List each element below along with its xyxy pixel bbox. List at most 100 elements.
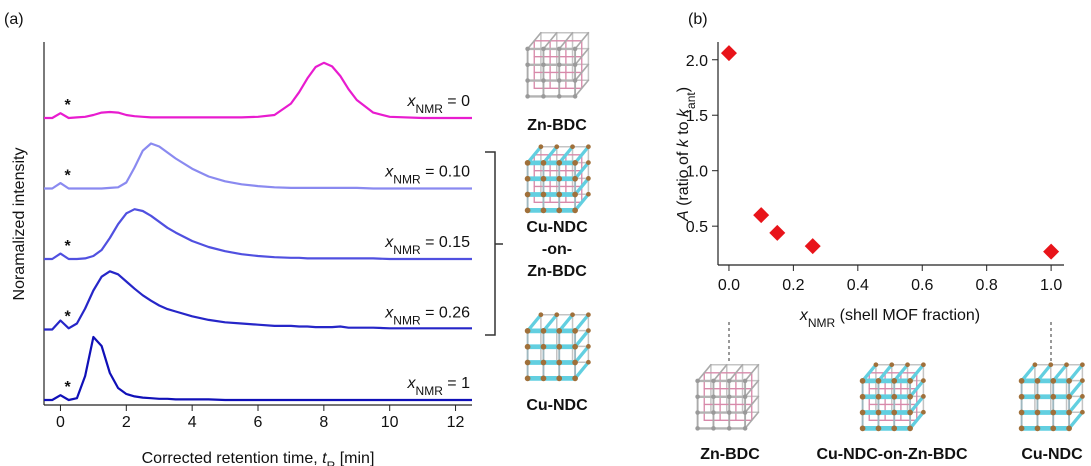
metal-node — [539, 144, 544, 149]
metal-node — [525, 160, 531, 166]
series-label: xNMR = 0.15 — [384, 234, 470, 257]
metal-node — [539, 312, 544, 317]
lattice-bond — [543, 315, 556, 331]
metal-node — [1019, 394, 1025, 400]
metal-node — [586, 360, 591, 365]
text-part: = 0.26 — [421, 305, 470, 322]
metal-node — [907, 410, 913, 416]
metal-node — [541, 192, 547, 198]
metal-node — [711, 426, 716, 431]
x-tick-label: 0.4 — [847, 277, 869, 294]
metal-node — [1066, 410, 1072, 416]
metal-node — [1050, 378, 1056, 384]
metal-node — [541, 94, 546, 99]
structure-label: Zn-BDC — [527, 117, 587, 134]
text-part: A — [675, 210, 692, 222]
x-tick-label: 2 — [122, 414, 131, 431]
metal-node — [743, 426, 748, 431]
metal-node — [1050, 426, 1056, 432]
metal-node — [695, 379, 700, 384]
metal-node — [711, 410, 716, 415]
x-tick-label: 0.0 — [718, 277, 740, 294]
metal-node — [1019, 378, 1025, 384]
metal-node — [557, 62, 562, 67]
x-axis-title: xNMR (shell MOF fraction) — [799, 307, 980, 330]
metal-node — [525, 208, 531, 214]
text-part: Corrected retention time, — [142, 450, 323, 466]
metal-node — [711, 379, 716, 384]
metal-node — [907, 378, 913, 384]
lattice-bond — [1069, 381, 1082, 397]
mof-structure — [1019, 362, 1085, 431]
metal-node — [695, 410, 700, 415]
metal-node — [525, 47, 530, 52]
metal-node — [572, 192, 578, 198]
metal-node — [556, 208, 562, 214]
data-point — [769, 225, 785, 241]
lattice-bond — [575, 315, 588, 331]
x-tick-label: 0 — [56, 414, 65, 431]
data-point — [1043, 244, 1059, 260]
peak-annotation: * — [64, 309, 71, 326]
metal-node — [541, 47, 546, 52]
lattice-bond — [559, 315, 572, 331]
x-tick-label: 6 — [254, 414, 263, 431]
metal-node — [891, 378, 897, 384]
metal-node — [573, 78, 578, 83]
structure-label: Zn-BDC — [527, 263, 587, 280]
metal-node — [921, 378, 926, 383]
metal-node — [556, 344, 562, 350]
lattice-bond — [1069, 396, 1082, 412]
metal-node — [1035, 410, 1041, 416]
metal-node — [541, 208, 547, 214]
metal-node — [525, 328, 531, 334]
metal-node — [1050, 410, 1056, 416]
lattice-bond — [575, 346, 588, 362]
metal-node — [525, 376, 531, 382]
panel-label: (b) — [688, 11, 708, 28]
metal-node — [1050, 394, 1056, 400]
metal-node — [572, 344, 578, 350]
metal-node — [727, 394, 732, 399]
structure-label: Cu-NDC — [526, 219, 588, 236]
text-part: [min] — [335, 450, 374, 466]
series-label: xNMR = 1 — [407, 375, 471, 398]
metal-node — [541, 328, 547, 334]
metal-node — [907, 426, 913, 432]
x-tick-label: 12 — [447, 414, 465, 431]
metal-node — [1064, 362, 1069, 367]
metal-node — [743, 394, 748, 399]
metal-node — [541, 360, 547, 366]
metal-node — [860, 410, 866, 416]
x-tick-label: 0.8 — [976, 277, 998, 294]
x-axis-title: Corrected retention time, tR [min] — [142, 450, 375, 466]
x-tick-label: 4 — [188, 414, 197, 431]
metal-node — [554, 312, 559, 317]
metal-node — [889, 362, 894, 367]
metal-node — [727, 426, 732, 431]
metal-node — [1080, 410, 1085, 415]
text-part: NMR — [808, 316, 836, 330]
metal-node — [554, 144, 559, 149]
series-label: xNMR = 0.26 — [384, 305, 470, 328]
text-part: NMR — [393, 243, 421, 257]
data-point — [721, 45, 737, 61]
mof-structure — [525, 33, 588, 99]
lattice-bond — [1069, 365, 1082, 381]
metal-node — [525, 78, 530, 83]
series-label: xNMR = 0 — [407, 93, 471, 116]
metal-node — [525, 360, 531, 366]
structure-label: Cu-NDC — [1021, 446, 1083, 463]
metal-node — [727, 410, 732, 415]
metal-node — [876, 410, 882, 416]
text-part: (shell MOF fraction) — [835, 307, 980, 324]
metal-node — [570, 144, 575, 149]
y-axis-title: Noramalized intensity — [11, 148, 28, 301]
metal-node — [1019, 426, 1025, 432]
metal-node — [727, 379, 732, 384]
metal-node — [572, 208, 578, 214]
metal-node — [556, 360, 562, 366]
metal-node — [876, 378, 882, 384]
metal-node — [556, 328, 562, 334]
metal-node — [891, 394, 897, 400]
